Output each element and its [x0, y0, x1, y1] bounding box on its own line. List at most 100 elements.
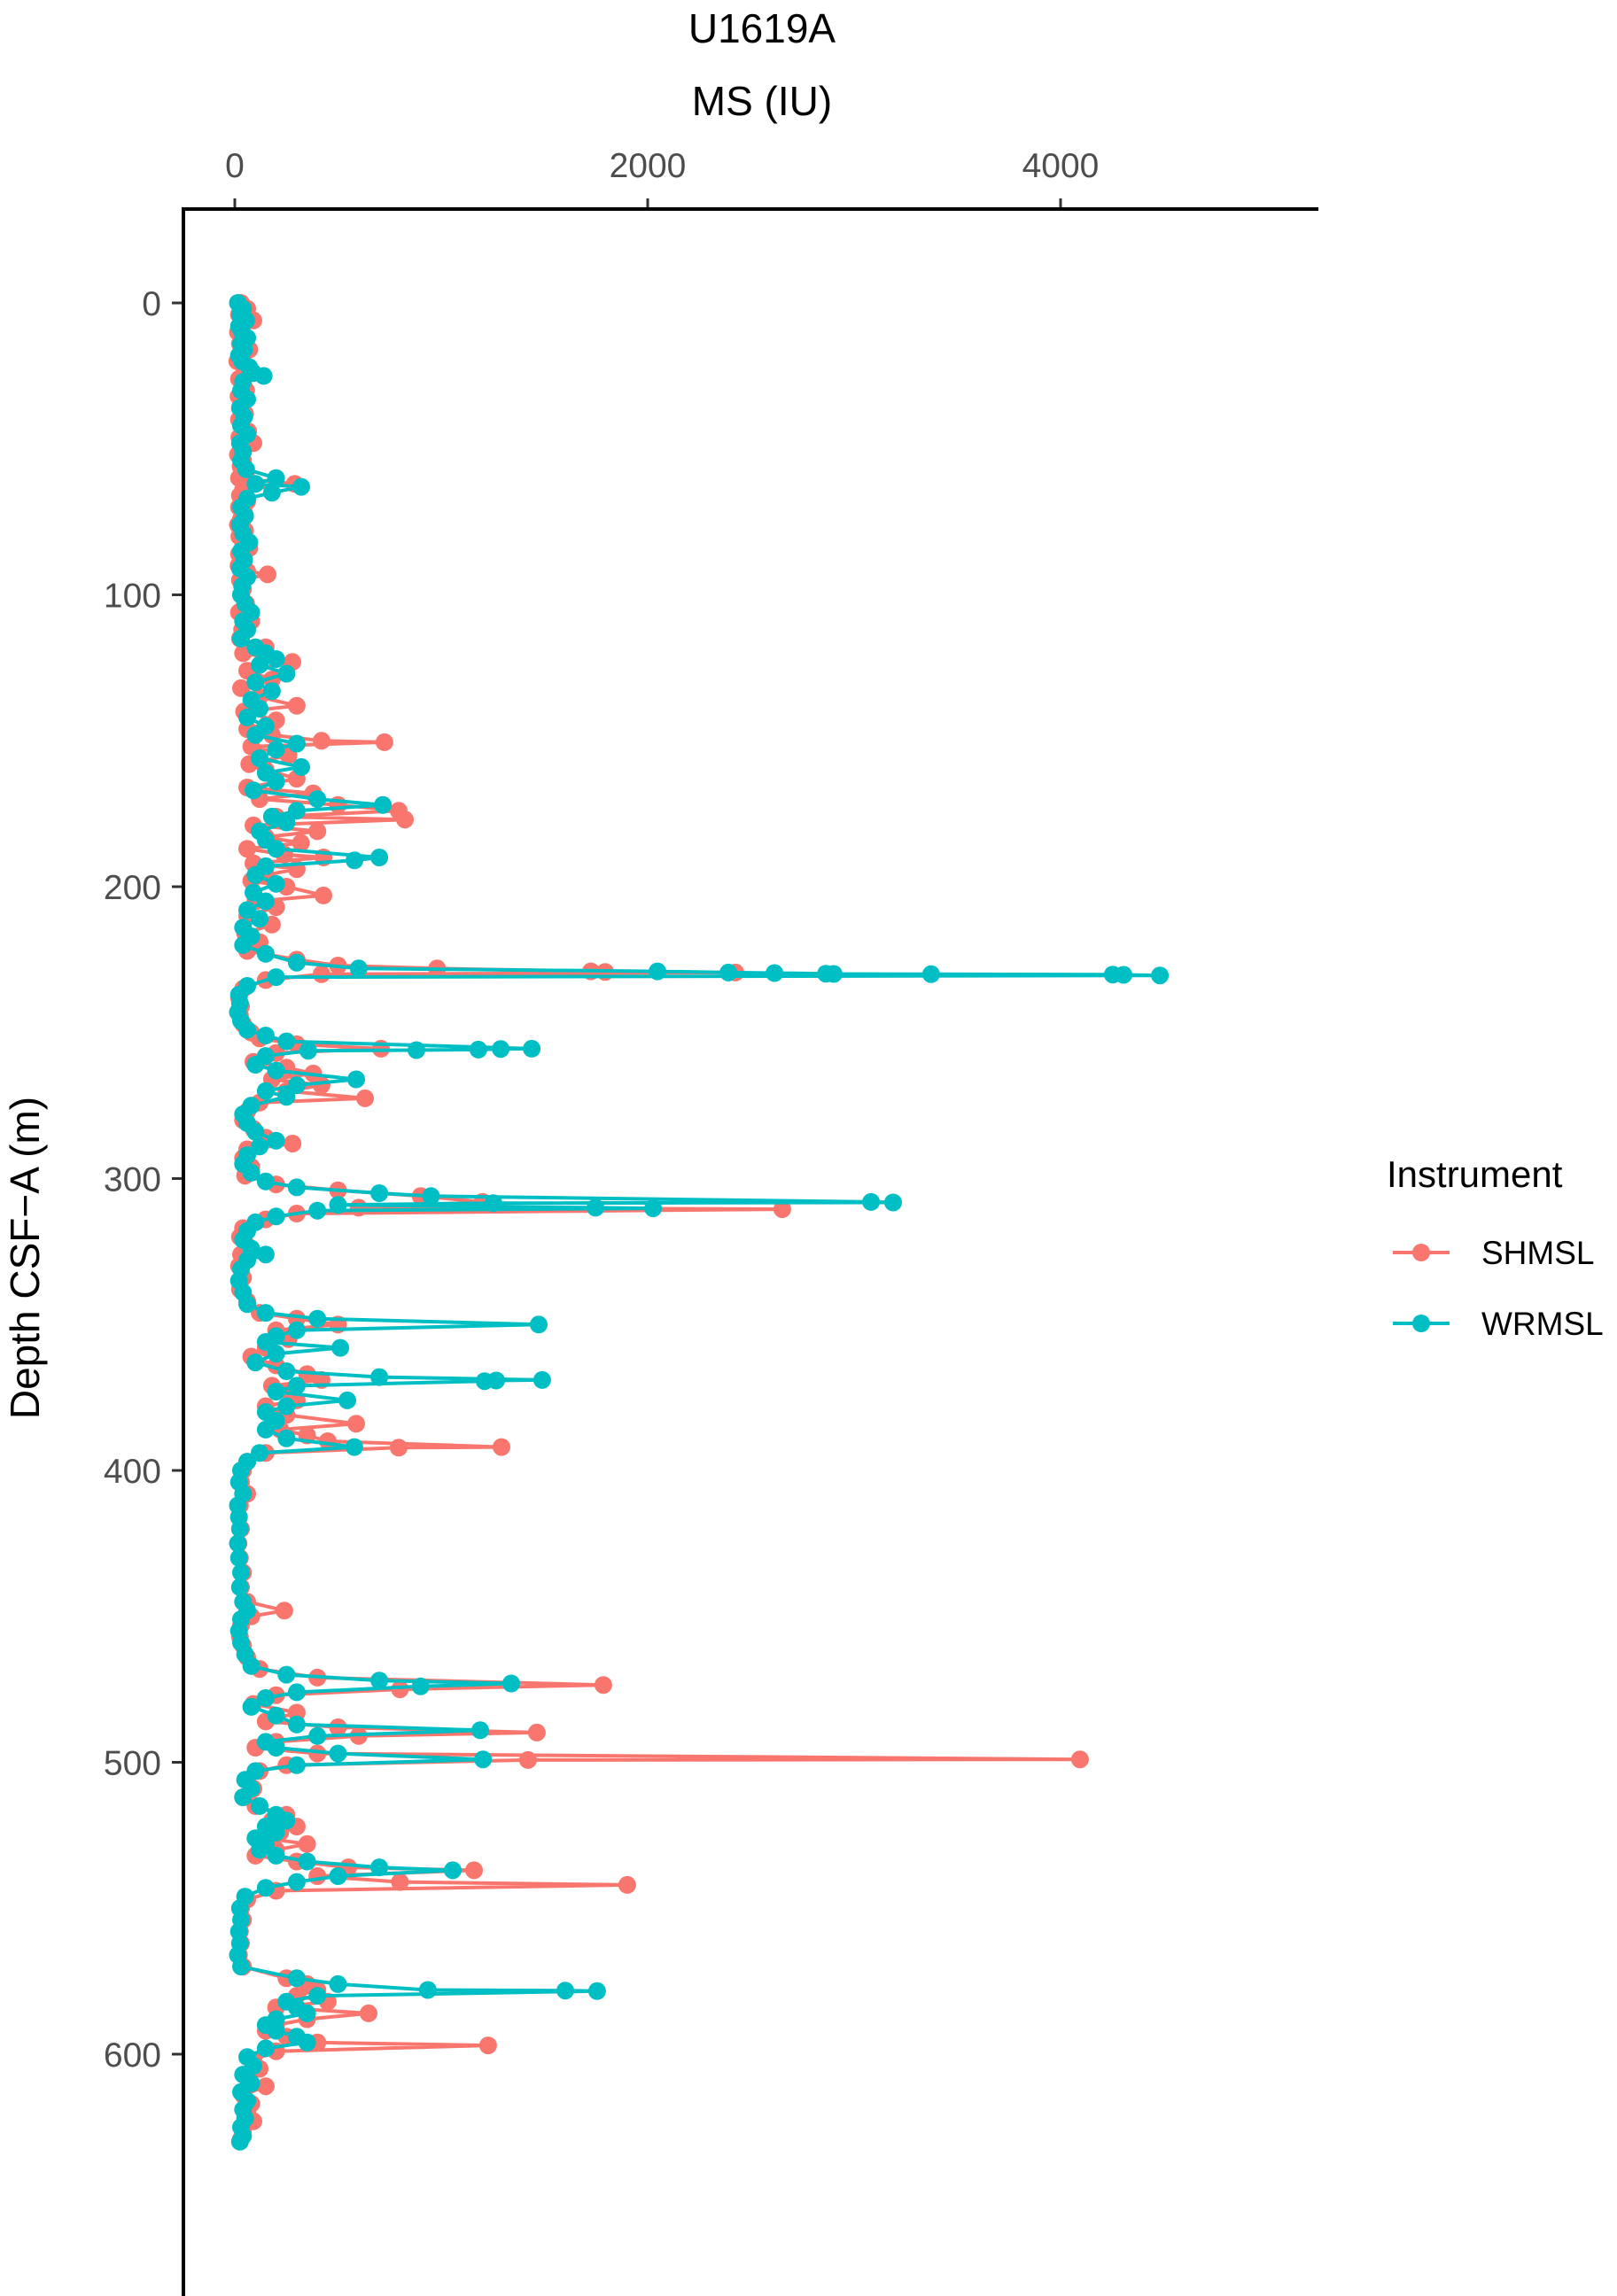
data-point-wrmsl — [299, 1042, 317, 1060]
data-point-shmsl — [594, 1676, 612, 1695]
data-point-wrmsl — [267, 840, 285, 858]
data-point-wrmsl — [277, 1665, 296, 1684]
data-point-shmsl — [312, 732, 330, 750]
data-point-wrmsl — [287, 1969, 306, 1988]
data-point-wrmsl — [287, 1377, 306, 1395]
data-point-wrmsl — [262, 807, 281, 826]
x-tick-label: 2000 — [610, 147, 687, 185]
data-point-wrmsl — [370, 849, 389, 866]
data-point-wrmsl — [719, 963, 738, 981]
data-point-shmsl — [390, 1439, 408, 1457]
data-point-wrmsl — [242, 1163, 260, 1182]
data-point-wrmsl — [587, 1198, 605, 1217]
data-point-wrmsl — [298, 2033, 316, 2052]
data-point-wrmsl — [471, 1721, 489, 1740]
data-point-wrmsl — [329, 1867, 347, 1885]
data-point-wrmsl — [370, 1672, 389, 1690]
data-point-shmsl — [527, 1723, 546, 1741]
y-tick-label: 300 — [104, 1161, 161, 1199]
data-point-wrmsl — [256, 1304, 275, 1323]
data-point-wrmsl — [824, 965, 843, 983]
data-point-wrmsl — [256, 892, 275, 911]
data-point-wrmsl — [370, 1858, 389, 1877]
data-point-shmsl — [375, 733, 393, 751]
data-point-wrmsl — [246, 725, 265, 744]
data-point-shmsl — [256, 2077, 275, 2096]
legend-label-wrmsl: WRMSL — [1481, 1306, 1604, 1342]
data-point-shmsl — [315, 886, 332, 904]
data-point-wrmsl — [277, 664, 296, 683]
data-point-wrmsl — [246, 475, 265, 493]
data-point-shmsl — [518, 1750, 537, 1769]
data-point-wrmsl — [484, 1194, 502, 1213]
data-point-wrmsl — [474, 1750, 493, 1769]
data-point-wrmsl — [245, 883, 262, 902]
data-point-wrmsl — [238, 708, 256, 726]
data-point-wrmsl — [245, 781, 262, 800]
data-point-shmsl — [292, 834, 310, 852]
data-point-wrmsl — [587, 1982, 606, 2000]
data-point-wrmsl — [292, 477, 310, 496]
x-axis-title: MS (IU) — [692, 78, 832, 124]
data-point-wrmsl — [267, 1383, 285, 1400]
data-point-wrmsl — [267, 741, 285, 759]
data-point-wrmsl — [287, 1683, 306, 1702]
data-point-wrmsl — [277, 1032, 296, 1051]
data-point-wrmsl — [251, 1137, 268, 1156]
data-point-shmsl — [396, 811, 414, 829]
y-tick-label: 0 — [142, 285, 161, 323]
y-tick-label: 500 — [104, 1745, 161, 1783]
data-point-wrmsl — [530, 1315, 548, 1334]
data-point-wrmsl — [308, 790, 327, 809]
data-point-wrmsl — [338, 1391, 356, 1409]
data-point-wrmsl — [644, 1199, 663, 1218]
data-point-wrmsl — [256, 1027, 275, 1044]
data-point-wrmsl — [1151, 966, 1170, 985]
x-tick-label: 4000 — [1022, 147, 1100, 185]
data-point-wrmsl — [287, 1715, 306, 1734]
data-point-wrmsl — [251, 1796, 268, 1815]
data-point-wrmsl — [418, 1981, 437, 1999]
data-point-wrmsl — [277, 813, 296, 832]
y-tick-label: 600 — [104, 2036, 161, 2075]
data-point-wrmsl — [287, 1321, 306, 1339]
data-point-wrmsl — [492, 1040, 510, 1059]
data-point-wrmsl — [246, 1056, 265, 1074]
data-point-wrmsl — [533, 1370, 551, 1389]
legend-title: Instrument — [1387, 1153, 1563, 1195]
data-point-wrmsl — [921, 965, 940, 983]
data-point-wrmsl — [262, 484, 281, 502]
data-point-wrmsl — [444, 1861, 462, 1880]
data-point-shmsl — [493, 1438, 510, 1456]
y-tick-label: 100 — [104, 578, 161, 616]
data-point-wrmsl — [347, 1070, 365, 1089]
data-point-wrmsl — [862, 1192, 881, 1211]
series-line-shmsl — [235, 301, 1082, 2140]
data-point-wrmsl — [267, 469, 285, 487]
data-point-shmsl — [284, 1135, 302, 1152]
data-point-wrmsl — [277, 1811, 296, 1830]
data-point-wrmsl — [267, 1739, 285, 1757]
data-point-wrmsl — [230, 1578, 249, 1596]
data-point-wrmsl — [267, 1846, 285, 1865]
data-point-wrmsl — [229, 1548, 248, 1567]
data-point-shmsl — [308, 822, 327, 841]
data-point-shmsl — [347, 1415, 365, 1433]
data-point-wrmsl — [884, 1193, 902, 1212]
data-point-wrmsl — [1115, 966, 1133, 984]
data-point-wrmsl — [232, 629, 250, 648]
data-point-shmsl — [238, 840, 256, 858]
data-point-shmsl — [618, 1875, 636, 1894]
data-point-wrmsl — [267, 874, 285, 893]
data-point-wrmsl — [232, 1563, 250, 1582]
data-point-wrmsl — [256, 2039, 275, 2058]
data-point-wrmsl — [308, 1309, 327, 1328]
data-point-wrmsl — [238, 1295, 256, 1314]
data-point-shmsl — [312, 1076, 330, 1095]
data-point-shmsl — [356, 1089, 374, 1107]
data-point-wrmsl — [370, 1368, 389, 1386]
data-point-wrmsl — [267, 1131, 285, 1150]
data-point-wrmsl — [256, 1245, 275, 1264]
data-point-wrmsl — [256, 1879, 275, 1897]
